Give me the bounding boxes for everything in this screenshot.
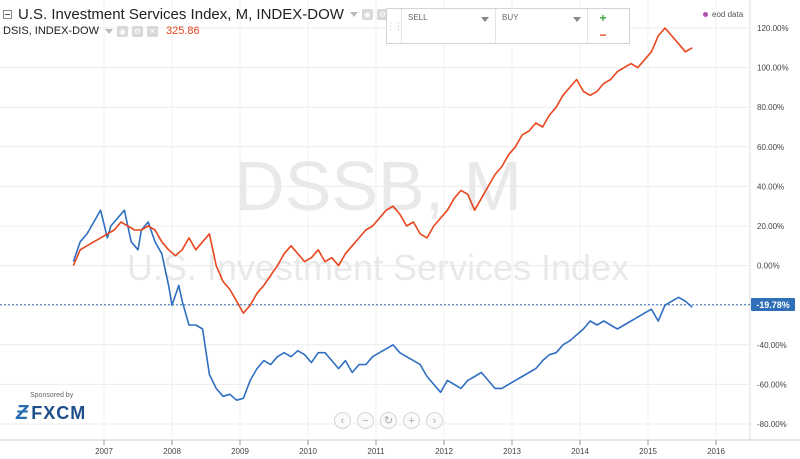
y-tick-label: -80.00%: [757, 420, 787, 429]
scroll-left-button[interactable]: ‹: [334, 412, 351, 429]
collapse-icon[interactable]: [3, 9, 12, 19]
x-tick-label: 2010: [299, 447, 317, 456]
compare-settings-icon[interactable]: ⚙: [131, 25, 143, 37]
zoom-controls: ‹ − ↻ + ›: [334, 412, 443, 429]
drag-handle-icon[interactable]: ⋮⋮: [386, 9, 403, 43]
quantity-stepper: + −: [588, 9, 618, 43]
watermark-symbol: DSSB, M: [234, 147, 522, 225]
eod-label: eod data: [712, 10, 744, 19]
compare-symbol: DSIS, INDEX-DOW: [3, 25, 99, 37]
watermark: DSSB, M U.S. Investment Services Index: [127, 147, 629, 288]
y-tick-label: 100.00%: [757, 64, 789, 73]
buy-dropdown-icon[interactable]: [573, 17, 581, 22]
grid: [0, 0, 800, 445]
zoom-in-button[interactable]: +: [403, 412, 420, 429]
y-tick-label: -60.00%: [757, 380, 787, 389]
y-tick-label: 0.00%: [757, 262, 780, 271]
x-tick-label: 2015: [639, 447, 657, 456]
x-tick-label: 2016: [707, 447, 725, 456]
eod-indicator: eod data: [703, 10, 743, 19]
x-axis: 2007 2008 2009 2010 2011 2012 2013 2014 2015 2016: [95, 447, 725, 456]
compare-close-icon[interactable]: ✕: [146, 25, 158, 37]
x-tick-label: 2011: [367, 447, 385, 456]
cursor-value-badge: -19.78%: [751, 298, 795, 311]
fxcm-logo-icon: Ƶ: [16, 402, 29, 424]
buy-label: BUY: [502, 13, 519, 22]
y-tick-label: 40.00%: [757, 182, 784, 191]
minus-button[interactable]: −: [599, 27, 607, 42]
watermark-name: U.S. Investment Services Index: [127, 247, 629, 288]
sponsor-logo[interactable]: Sponsored by Ƶ FXCM: [8, 392, 98, 432]
compare-value: 325.86: [165, 25, 200, 37]
eod-dot-icon: [703, 12, 708, 17]
scroll-right-button[interactable]: ›: [426, 412, 443, 429]
sponsor-label: Sponsored by: [30, 392, 74, 399]
y-axis: 120.00% 100.00% 80.00% 60.00% 40.00% 20.00% 0.…: [757, 24, 789, 429]
sell-label: SELL: [408, 13, 428, 22]
x-tick-label: 2009: [231, 447, 249, 456]
y-tick-label: 60.00%: [757, 143, 784, 152]
x-tick-label: 2007: [95, 447, 113, 456]
sell-button[interactable]: SELL: [402, 9, 496, 43]
y-tick-label: 80.00%: [757, 103, 784, 112]
settings-icon[interactable]: ⚙: [376, 8, 388, 20]
x-tick-label: 2014: [571, 447, 589, 456]
series-line-dssb: [72, 209, 693, 402]
y-tick-label: -40.00%: [757, 341, 787, 350]
x-tick-label: 2013: [503, 447, 521, 456]
compare-dropdown-icon[interactable]: [104, 28, 113, 34]
series-group: [72, 27, 693, 402]
trade-panel: ⋮⋮ SELL BUY + −: [386, 8, 630, 44]
chart-header: U.S. Investment Services Index, M, INDEX…: [3, 4, 421, 24]
sponsor-brand: FXCM: [31, 403, 87, 423]
plus-button[interactable]: +: [599, 10, 607, 25]
zoom-out-button[interactable]: −: [357, 412, 374, 429]
chart-title: U.S. Investment Services Index, M, INDEX…: [18, 5, 344, 23]
series-line-dsis: [72, 27, 693, 314]
buy-button[interactable]: BUY: [496, 9, 588, 43]
y-tick-label: 120.00%: [757, 24, 789, 33]
eye-icon[interactable]: ◉: [361, 8, 373, 20]
compare-eye-icon[interactable]: ◉: [116, 25, 128, 37]
x-tick-label: 2008: [163, 447, 181, 456]
reset-zoom-button[interactable]: ↻: [380, 412, 397, 429]
y-tick-label: 20.00%: [757, 222, 784, 231]
title-dropdown-icon[interactable]: [349, 11, 358, 17]
sell-dropdown-icon[interactable]: [481, 17, 489, 22]
x-tick-label: 2012: [435, 447, 453, 456]
compare-series-header: DSIS, INDEX-DOW ◉ ⚙ ✕ 325.86: [3, 24, 200, 38]
